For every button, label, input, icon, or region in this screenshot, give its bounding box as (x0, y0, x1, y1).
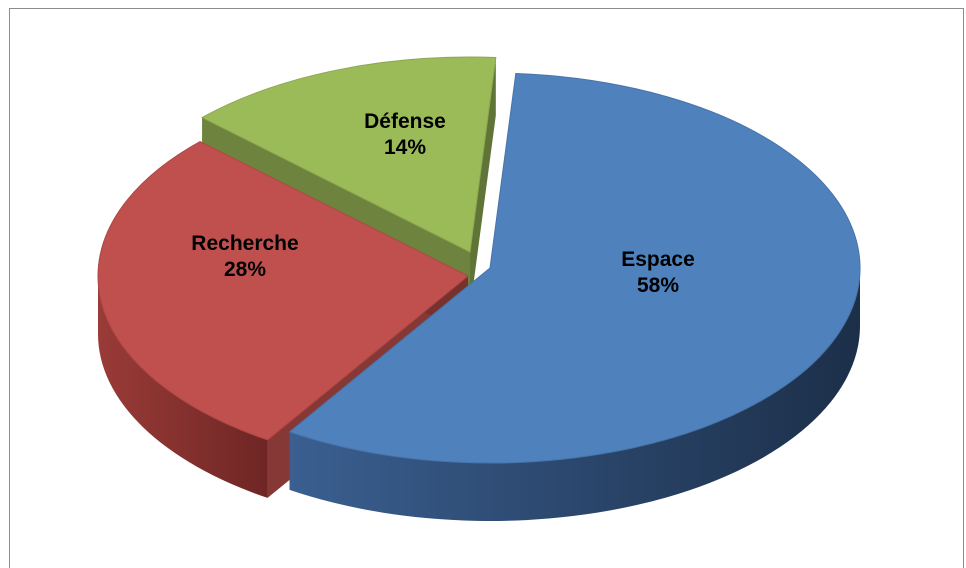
slice-label-espace: Espace (621, 248, 695, 271)
pie-slice-outer-wall (98, 276, 268, 498)
slice-percent-espace: 58% (637, 274, 679, 297)
slice-label-recherche: Recherche (191, 232, 298, 255)
pie-slice-top-face (200, 56, 497, 253)
slice-percent-recherche: 28% (224, 258, 266, 281)
pie-slice-side-face (470, 57, 496, 311)
pie-slice-top-face (97, 140, 469, 441)
slice-label-défense: Défense (364, 110, 446, 133)
slice-percent-défense: 14% (384, 136, 426, 159)
pie-slice-outer-wall (289, 268, 861, 521)
pie-slice-top-face (288, 72, 861, 464)
pie-slice-espace (288, 72, 861, 521)
